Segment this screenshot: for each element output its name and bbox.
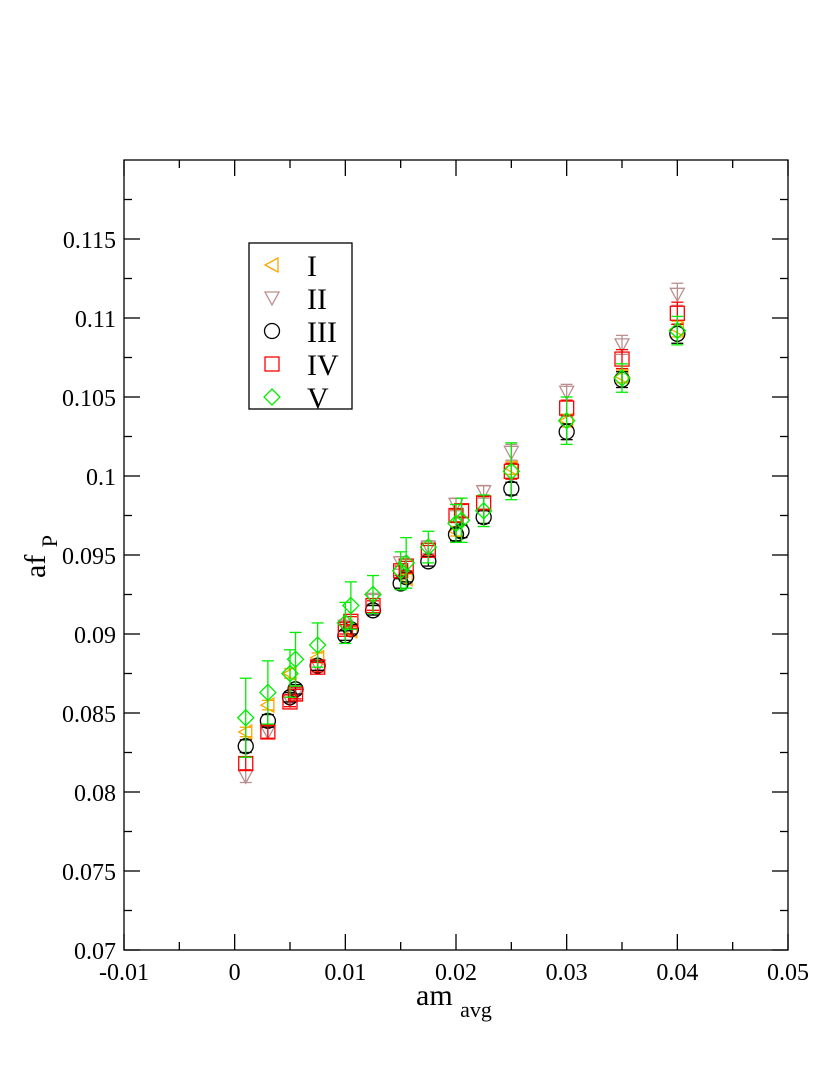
y-tick-label: 0.085	[62, 702, 116, 728]
x-tick-label: 0.01	[324, 960, 366, 986]
data-point	[341, 596, 360, 615]
svg-text:am avg: am avg	[416, 979, 492, 1022]
data-point	[364, 585, 382, 604]
legend-label: IV	[307, 349, 339, 382]
y-axis-label-main: af	[19, 555, 52, 578]
data-point	[452, 511, 471, 530]
data-point	[397, 553, 416, 572]
y-tick-label: 0.115	[63, 228, 116, 254]
legend-label: V	[307, 382, 329, 415]
x-tick-label: 0.02	[435, 960, 477, 986]
y-axis-label-sub: P	[37, 535, 62, 547]
x-axis-label-sub: avg	[460, 997, 492, 1022]
data-point	[613, 369, 631, 387]
y-tick-label: 0.11	[75, 307, 116, 333]
plot-points	[236, 282, 687, 785]
data-point	[287, 686, 304, 702]
data-point	[502, 462, 521, 481]
y-tick-label: 0.08	[74, 781, 116, 807]
x-tick-label: -0.01	[99, 960, 149, 986]
data-point	[475, 485, 492, 501]
data-point	[474, 501, 493, 520]
legend-marker	[263, 256, 279, 274]
y-tick-label: 0.105	[62, 386, 116, 412]
data-point	[419, 538, 438, 557]
x-tick-label: 0.03	[546, 960, 588, 986]
data-point	[557, 411, 576, 430]
x-tick-label: 0	[229, 960, 241, 986]
legend-label: III	[307, 316, 337, 349]
x-tick-label: 0.05	[767, 960, 809, 986]
legend-label: I	[307, 250, 317, 283]
legend-marker	[264, 356, 280, 372]
data-point	[286, 650, 305, 669]
axes: -0.01 0 0.01 0.02 0.03 0.04 0.05 0.07 0.075 0.08 0…	[62, 160, 809, 986]
series-V	[236, 315, 687, 758]
data-point	[258, 683, 277, 702]
data-point	[668, 321, 687, 340]
data-point	[260, 724, 276, 740]
data-point	[308, 636, 327, 654]
x-axis-label: am avg	[416, 979, 492, 1022]
x-axis-label-main: am	[416, 979, 453, 1012]
data-point	[669, 287, 686, 303]
y-tick-label: 0.09	[74, 623, 116, 649]
y-tick-label: 0.07	[74, 939, 116, 965]
legend-marker	[263, 388, 281, 406]
y-tick-label: 0.075	[62, 860, 116, 886]
legend-marker	[263, 322, 281, 340]
plot-frame	[123, 159, 789, 951]
legend-marker	[263, 291, 281, 307]
data-point	[236, 708, 255, 727]
data-point	[558, 385, 575, 401]
y-tick-label: 0.1	[86, 465, 116, 491]
legend-label: II	[307, 283, 327, 316]
y-axis-label: af P	[19, 535, 62, 578]
x-tick-label: 0.04	[656, 960, 698, 986]
data-point	[613, 338, 631, 354]
svg-text:af P: af P	[19, 535, 62, 578]
y-tick-label: 0.095	[62, 544, 116, 570]
